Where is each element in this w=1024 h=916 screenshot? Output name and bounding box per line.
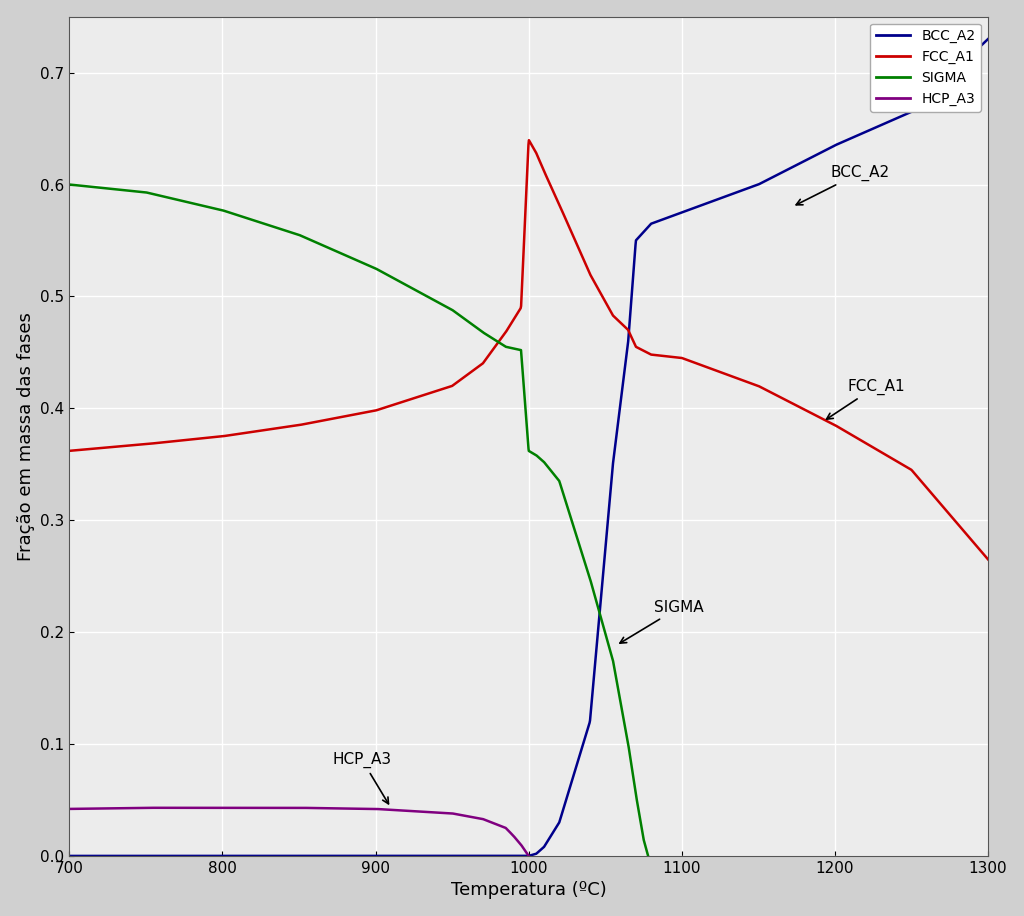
Text: BCC_A2: BCC_A2 (797, 165, 890, 205)
X-axis label: Temperatura (ºC): Temperatura (ºC) (451, 881, 606, 900)
Text: HCP_A3: HCP_A3 (333, 752, 392, 804)
Legend: BCC_A2, FCC_A1, SIGMA, HCP_A3: BCC_A2, FCC_A1, SIGMA, HCP_A3 (870, 24, 981, 112)
Y-axis label: Fração em massa das fases: Fração em massa das fases (16, 311, 35, 561)
Text: SIGMA: SIGMA (620, 600, 703, 643)
Text: FCC_A1: FCC_A1 (826, 378, 905, 420)
